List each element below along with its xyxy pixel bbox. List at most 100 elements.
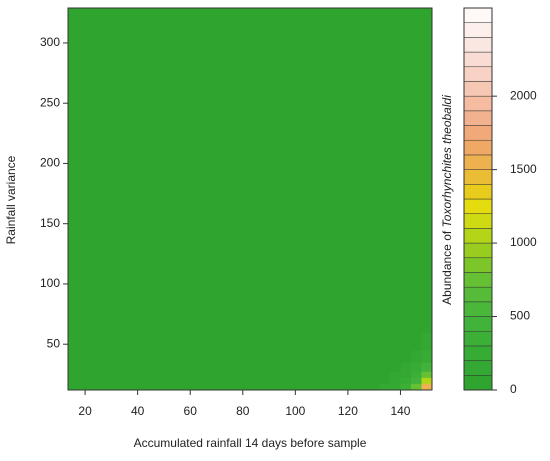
contour-cell (269, 350, 296, 363)
colorbar-band (463, 286, 493, 303)
contour-cell (379, 253, 391, 303)
contour-cell (85, 383, 112, 391)
contour-cell (347, 27, 369, 74)
contour-cell (190, 377, 217, 384)
contour-cell (295, 350, 323, 363)
contour-cell (347, 371, 369, 378)
contour-cell (367, 253, 380, 303)
colorbar-label-species: Toxorhynchites theobaldi (440, 95, 454, 228)
contour-cell (242, 383, 270, 391)
contour-cell (190, 362, 217, 372)
contour-cell (85, 193, 112, 255)
colorbar-label: Abundance of Toxorhynchites theobaldi (440, 95, 454, 305)
contour-cell (321, 253, 349, 303)
contour-cell (68, 362, 86, 372)
contour-cell (400, 332, 412, 351)
colorbar-band (463, 213, 493, 229)
contour-cell (68, 383, 86, 391)
contour-cell (389, 371, 401, 378)
contour-cell (190, 193, 217, 255)
contour-cell (347, 332, 369, 351)
contour-cell (85, 27, 112, 74)
contour-cell (321, 332, 349, 351)
contour-cell (410, 253, 422, 303)
contour-cell (421, 362, 433, 372)
contour-cell (163, 350, 191, 363)
contour-cell (421, 133, 433, 195)
colorbar-band (463, 345, 493, 361)
contour-cell (347, 377, 369, 384)
contour-cell (295, 383, 323, 391)
contour-cell (295, 133, 323, 195)
y-tick-label: 300 (40, 35, 60, 49)
colorbar-band (463, 228, 493, 244)
contour-cell (295, 332, 323, 351)
colorbar-band (463, 184, 493, 200)
contour-cell (321, 383, 349, 391)
contour-cell (216, 377, 244, 384)
contour-cell (367, 73, 380, 134)
contour-cell (347, 8, 369, 29)
contour-cell (389, 193, 401, 255)
contour-cell (421, 27, 433, 74)
contour-cell (269, 332, 296, 351)
colorbar-band (463, 139, 493, 156)
contour-cell (347, 133, 369, 195)
contour-cell (295, 193, 323, 255)
contour-cell (410, 302, 422, 333)
contour-cell (269, 133, 296, 195)
contour-cell (321, 27, 349, 74)
x-tick-label: 100 (285, 404, 305, 418)
contour-cell (367, 362, 380, 372)
contour-cell (137, 362, 165, 372)
contour-cell (421, 193, 433, 255)
contour-cell (216, 133, 244, 195)
contour-cell (410, 362, 422, 372)
contour-cell (216, 383, 244, 391)
contour-cell (389, 302, 401, 333)
contour-cell (269, 193, 296, 255)
contour-cell (163, 193, 191, 255)
colorbar-band (463, 301, 493, 317)
contour-cell (295, 302, 323, 333)
contour-cell (68, 332, 86, 351)
contour-cell (242, 332, 270, 351)
contour-cell (421, 350, 433, 363)
colorbar-band (463, 257, 493, 273)
contour-cell (410, 73, 422, 134)
contour-cell (111, 371, 139, 378)
contour-cell (85, 350, 112, 363)
contour-cell (85, 302, 112, 333)
contour-cell (400, 302, 412, 333)
colorbar-band (463, 22, 493, 38)
contour-cell (347, 302, 369, 333)
contour-cell (163, 332, 191, 351)
contour-cell (137, 193, 165, 255)
contour-cell (163, 362, 191, 372)
contour-cell (410, 332, 422, 351)
contour-cell (68, 371, 86, 378)
y-axis-label: Rainfall variance (4, 155, 18, 244)
contour-cell (421, 371, 433, 378)
contour-cell (347, 350, 369, 363)
contour-cell (321, 362, 349, 372)
contour-cell (137, 332, 165, 351)
contour-cell (85, 253, 112, 303)
contour-cell (85, 133, 112, 195)
contour-cell (347, 253, 369, 303)
contour-cell (137, 377, 165, 384)
contour-cell (111, 133, 139, 195)
contour-cell (400, 383, 412, 391)
contour-cell (216, 371, 244, 378)
contour-cell (389, 383, 401, 391)
contour-cell (190, 371, 217, 378)
x-tick-label: 80 (236, 404, 250, 418)
contour-cell (379, 302, 391, 333)
contour-cell (190, 302, 217, 333)
contour-cell (295, 362, 323, 372)
contour-cell (216, 193, 244, 255)
contour-cell (410, 133, 422, 195)
colorbar-band (463, 95, 493, 112)
contour-cell (216, 73, 244, 134)
